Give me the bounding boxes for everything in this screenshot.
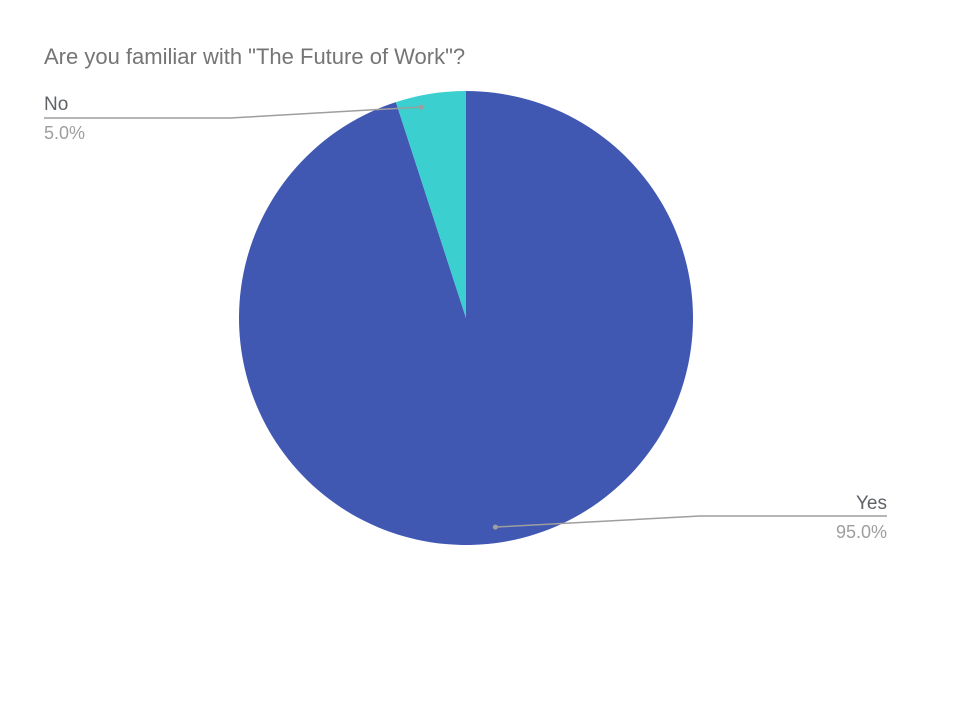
slice-label-no: No [44,94,68,115]
slice-percent-no: 5.0% [44,123,85,143]
slices-layer [238,91,693,545]
leader-dot-no [418,104,424,110]
labels-layer: Yes 95.0% No 5.0% [44,94,887,542]
slice-percent-yes: 95.0% [836,522,887,542]
slice-label-yes: Yes [856,493,887,514]
leader-line-no [44,106,422,119]
leader-dot-yes [492,524,498,530]
pie-slice-no [395,91,466,318]
chart-title: Are you familiar with "The Future of Wor… [44,44,466,69]
leader-line-yes [495,515,887,528]
pie-slice-yes [238,91,693,545]
